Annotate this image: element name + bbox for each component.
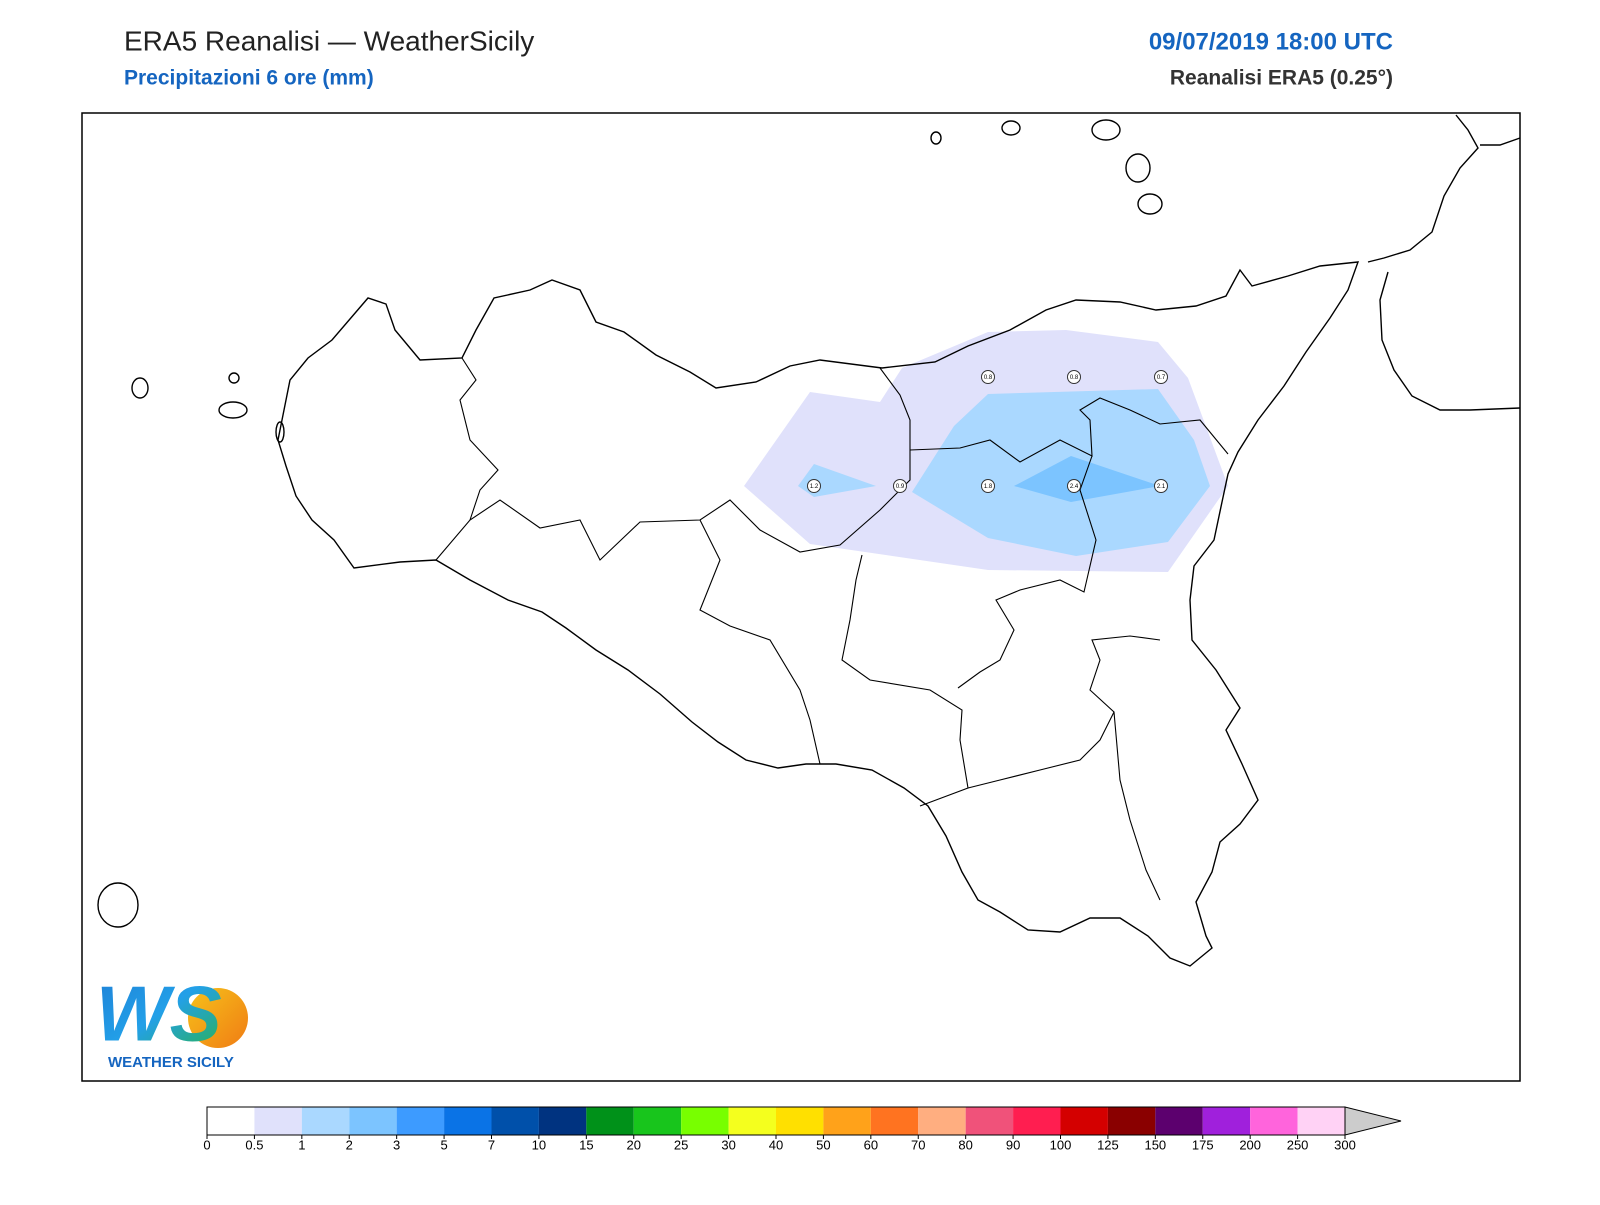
colorbar-segment [1107, 1107, 1156, 1135]
colorbar-tick-label: 150 [1144, 1137, 1166, 1152]
logo-text: WEATHER SICILY [108, 1054, 234, 1071]
point-marker [1067, 370, 1081, 384]
colorbar-tick-label: 125 [1097, 1137, 1119, 1152]
point-label: 2.4 [1070, 484, 1079, 490]
colorbar-segment [776, 1107, 824, 1135]
colorbar-segment [1202, 1107, 1251, 1135]
colorbar-segment [870, 1107, 919, 1135]
colorbar-tick-label: 15 [579, 1137, 593, 1152]
coastline [277, 261, 1360, 967]
colorbar-segment [207, 1107, 255, 1135]
colorbar-extension [1344, 1106, 1402, 1136]
provincial-borders [435, 357, 1229, 901]
colorbar-segment [538, 1107, 587, 1135]
point-marker [981, 370, 995, 384]
colorbar-tick-label: 2 [346, 1137, 353, 1152]
point-label: 1.2 [810, 484, 819, 490]
coastline [1367, 114, 1521, 411]
colorbar-tick-label: 3 [393, 1137, 400, 1152]
colorbar-tick-label: 5 [440, 1137, 447, 1152]
precip-area [1014, 456, 1160, 502]
islands [97, 119, 1163, 928]
colorbar-tick-label: 90 [1006, 1137, 1020, 1152]
colorbar-tick-label: 250 [1287, 1137, 1309, 1152]
point-marker [1154, 370, 1168, 384]
datetime: 09/07/2019 18:00 UTC [1149, 28, 1393, 55]
map: 0.8 0.8 0.7 1.2 0.9 1.8 2.4 2.1 WS WEATHER SICI… [81, 112, 1521, 1082]
colorbar-tick-label: 30 [721, 1137, 735, 1152]
point-marker [893, 479, 907, 493]
point-label: 0.7 [1157, 375, 1166, 381]
colorbar-segment [728, 1107, 776, 1135]
point-label: 0.8 [1070, 375, 1079, 381]
source: Reanalisi ERA5 (0.25°) [1170, 67, 1393, 90]
colorbar-tick-label: 100 [1050, 1137, 1072, 1152]
colorbar-tick-label: 300 [1334, 1137, 1356, 1152]
colorbar-tick-label: 0.5 [245, 1137, 263, 1152]
point-label: 0.8 [984, 375, 993, 381]
colorbar-tick-label: 50 [816, 1137, 830, 1152]
subtitle: Precipitazioni 6 ore (mm) [124, 67, 374, 90]
colorbar-tick-label: 7 [488, 1137, 495, 1152]
colorbar-tick-label: 10 [532, 1137, 546, 1152]
colorbar-tick-label: 70 [911, 1137, 925, 1152]
colorbar-segment [681, 1107, 729, 1135]
logo-sun [188, 988, 248, 1048]
point-marker [807, 479, 821, 493]
colorbar-tick-label: 200 [1239, 1137, 1261, 1152]
colorbar-segment [633, 1107, 682, 1135]
colorbar-tick-label: 60 [864, 1137, 878, 1152]
colorbar-segment [349, 1107, 397, 1135]
colorbar-segment [918, 1107, 966, 1135]
point-marker [1154, 479, 1168, 493]
colorbar-segment [396, 1107, 445, 1135]
colorbar-tick-label: 20 [627, 1137, 641, 1152]
colorbar-segment [444, 1107, 492, 1135]
point-label: 2.1 [1157, 484, 1166, 490]
point-marker [1067, 479, 1081, 493]
colorbar-segment [1155, 1107, 1203, 1135]
title: ERA5 Reanalisi — WeatherSicily [124, 25, 534, 56]
logo: WS WEATHER SICILY [96, 970, 248, 1071]
colorbar-segment [1250, 1107, 1298, 1135]
colorbar-segment [491, 1107, 539, 1135]
point-label: 1.8 [984, 484, 993, 490]
colorbar-segment [1297, 1107, 1345, 1135]
logo-letters: WS [96, 970, 222, 1058]
colorbar-tick-label: 40 [769, 1137, 783, 1152]
point-marker [981, 479, 995, 493]
colorbar-segment [1013, 1107, 1061, 1135]
colorbar-segment [254, 1107, 302, 1135]
colorbar-segment [823, 1107, 871, 1135]
points-layer: 0.8 0.8 0.7 1.2 0.9 1.8 2.4 2.1 [807, 370, 1168, 493]
colorbar: 0 0.5 1 2 3 5 7 10 15 20 25 30 40 50 60 70 80 90 100 125 150… [203, 1106, 1402, 1152]
colorbar-tick-label: 25 [674, 1137, 688, 1152]
map-frame [81, 112, 1521, 1082]
colorbar-tick-label: 175 [1192, 1137, 1214, 1152]
colorbar-segment [586, 1107, 634, 1135]
colorbar-segment [301, 1107, 350, 1135]
colorbar-tick-label: 0 [203, 1137, 210, 1152]
map-background [82, 113, 1520, 1081]
colorbar-segment [1060, 1107, 1108, 1135]
colorbar-segment [965, 1107, 1014, 1135]
colorbar-tick-label: 1 [298, 1137, 305, 1152]
point-label: 0.9 [896, 484, 905, 490]
colorbar-tick-label: 80 [958, 1137, 972, 1152]
